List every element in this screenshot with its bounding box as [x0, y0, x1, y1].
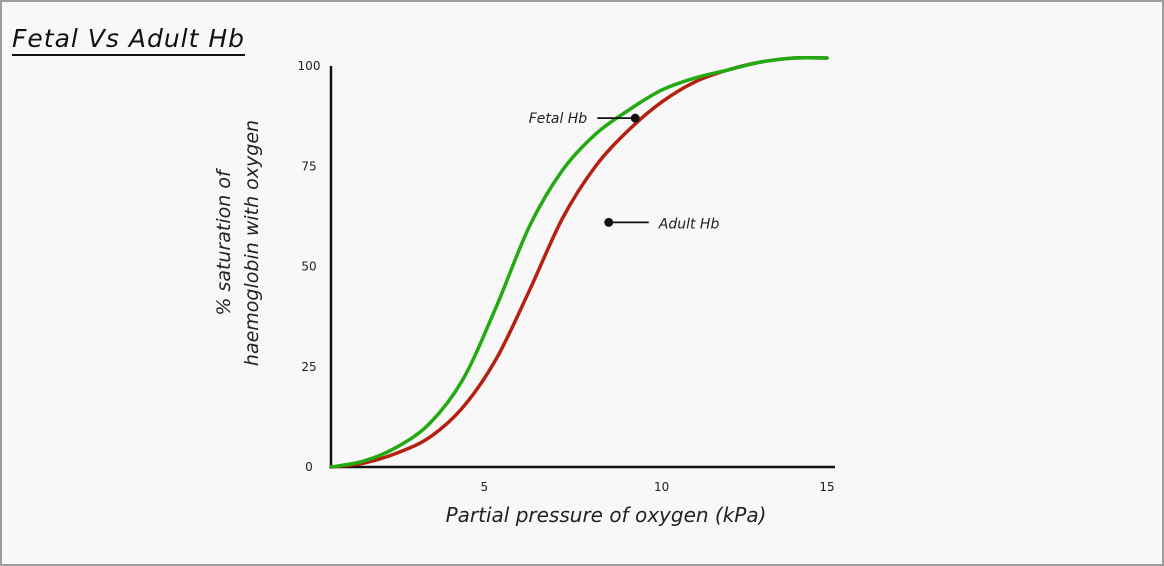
annotation-label: Adult Hb	[658, 216, 720, 232]
annotation-layer: Fetal Hb Adult Hb	[529, 111, 720, 232]
y-axis-label-line1: % saturation of	[213, 167, 235, 316]
series-layer	[329, 55, 829, 469]
x-tick-label: 10	[654, 480, 669, 494]
y-tick-label: 50	[301, 260, 316, 274]
annotation-label: Fetal Hb	[529, 111, 588, 127]
y-tick-label: 0	[305, 460, 313, 474]
y-tick-label: 25	[301, 360, 316, 374]
chart-title: Fetal Vs Adult Hb	[12, 24, 246, 56]
x-tick-label: 5	[481, 480, 489, 494]
x-tick-label: 15	[819, 480, 834, 494]
axes	[329, 66, 835, 469]
y-axis-label-line2: haemoglobin with oxygen	[241, 120, 263, 366]
ticks: 0 25 50 75 100 5 10 15	[298, 59, 835, 494]
y-tick-label: 75	[301, 159, 316, 173]
y-tick-label: 100	[298, 59, 321, 73]
series-line-fetal-hb	[329, 55, 829, 469]
x-axis-label: Partial pressure of oxygen (kPa)	[446, 503, 767, 527]
